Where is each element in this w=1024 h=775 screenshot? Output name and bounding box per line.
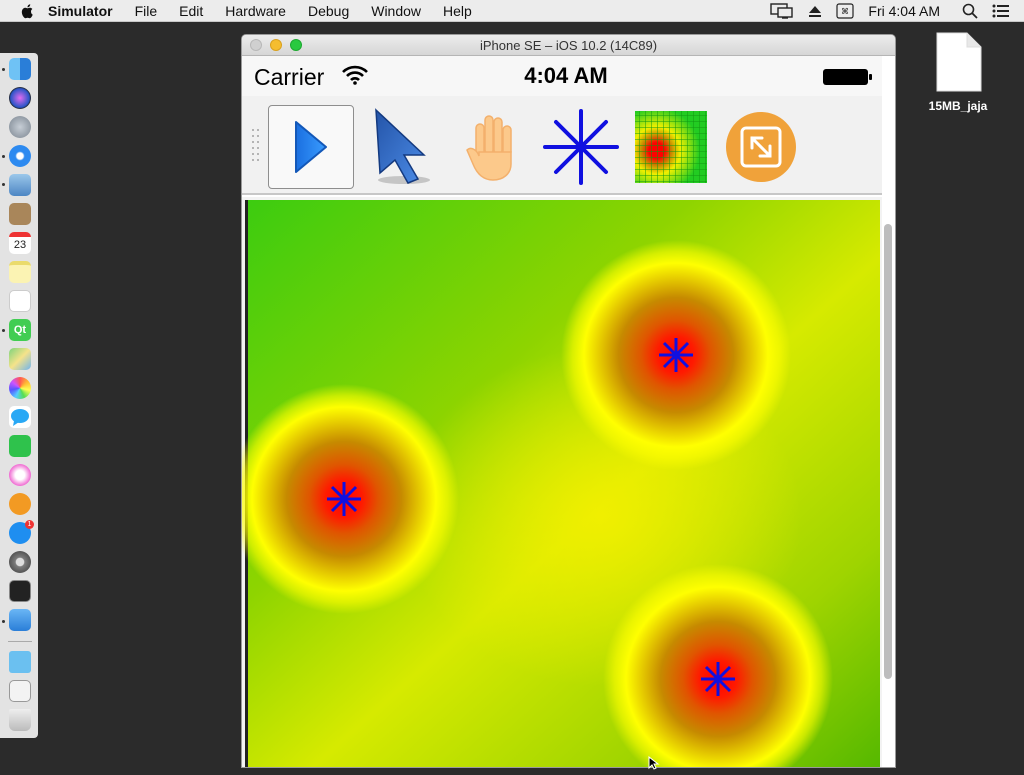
svg-text:⌘: ⌘	[841, 7, 849, 16]
running-indicator	[2, 155, 5, 158]
ios-clock: 4:04 AM	[524, 63, 608, 88]
simulator-window: iPhone SE – iOS 10.2 (14C89) Carrier 4:0…	[241, 34, 896, 768]
safari-icon[interactable]	[9, 145, 31, 167]
dock-separator	[8, 641, 32, 642]
calendar-day: 23	[13, 239, 27, 251]
menu-hardware[interactable]: Hardware	[225, 2, 286, 19]
run-icon	[295, 121, 327, 173]
ibooks-icon[interactable]	[9, 493, 31, 515]
running-indicator	[2, 620, 5, 623]
display-icon[interactable]	[770, 3, 794, 19]
point-marker-icon[interactable]	[327, 482, 361, 516]
menu-bar: Simulator File Edit Hardware Debug Windo…	[0, 0, 1024, 22]
heatmap-icon	[635, 111, 707, 183]
toolbar-grip-icon[interactable]	[251, 128, 261, 167]
window-title: iPhone SE – iOS 10.2 (14C89)	[479, 38, 658, 53]
finder-icon[interactable]	[9, 58, 31, 80]
desktop-file-name: 15MB_jaja	[928, 99, 988, 113]
vertical-scrollbar[interactable]	[884, 224, 892, 679]
menu-window[interactable]: Window	[371, 2, 422, 19]
zoom-button[interactable]	[290, 39, 302, 51]
keyboard-icon[interactable]: ⌘	[836, 3, 855, 19]
point-marker-icon[interactable]	[701, 662, 735, 696]
photos-icon[interactable]	[9, 377, 31, 399]
trash-icon[interactable]	[9, 709, 31, 731]
menu-help[interactable]: Help	[443, 2, 472, 19]
running-indicator	[2, 183, 5, 186]
run-button[interactable]	[268, 105, 354, 189]
add-point-icon	[543, 109, 619, 185]
terminal-icon[interactable]	[9, 580, 31, 602]
select-arrow-icon	[375, 108, 430, 184]
launchpad-icon[interactable]	[9, 116, 31, 138]
apple-menu-icon[interactable]	[20, 3, 36, 19]
app-store-badge: 1	[25, 520, 34, 529]
preview-icon[interactable]	[9, 174, 31, 196]
notification-center-icon[interactable]	[992, 4, 1010, 18]
carrier-label: Carrier	[254, 64, 325, 90]
siri-icon[interactable]	[9, 87, 31, 109]
maps-icon[interactable]	[9, 348, 31, 370]
document-icon	[936, 32, 982, 92]
itunes-icon[interactable]	[9, 464, 31, 486]
heatmap-canvas[interactable]	[242, 197, 882, 768]
menu-debug[interactable]: Debug	[307, 2, 350, 19]
select-tool-button[interactable]	[358, 105, 444, 189]
menu-edit[interactable]: Edit	[179, 2, 204, 19]
close-button[interactable]	[250, 39, 262, 51]
system-preferences-icon[interactable]	[9, 551, 31, 573]
heatmap-view[interactable]	[242, 197, 892, 768]
calendar-icon[interactable]: 23	[9, 232, 31, 254]
dock: 23 Qt 1	[0, 53, 38, 738]
minimize-button[interactable]	[270, 39, 282, 51]
point-marker-icon[interactable]	[659, 338, 693, 372]
menu-clock[interactable]: Fri 4:04 AM	[868, 3, 940, 19]
heatmap-tool-button[interactable]	[628, 105, 714, 189]
facetime-icon[interactable]	[9, 435, 31, 457]
pan-hand-icon	[466, 115, 512, 181]
menu-simulator[interactable]: Simulator	[48, 2, 113, 19]
running-indicator	[2, 329, 5, 332]
reminders-icon[interactable]	[9, 290, 31, 312]
window-title-bar: iPhone SE – iOS 10.2 (14C89)	[242, 35, 895, 56]
messages-icon[interactable]	[9, 406, 31, 428]
qt-creator-icon[interactable]: Qt	[9, 319, 31, 341]
simulator-icon[interactable]	[9, 609, 31, 631]
qt-label: Qt	[13, 324, 27, 336]
fit-view-button[interactable]	[718, 105, 804, 189]
add-point-tool-button[interactable]	[538, 105, 624, 189]
running-indicator	[2, 68, 5, 71]
documents-stack-icon[interactable]	[9, 680, 31, 702]
contacts-icon[interactable]	[9, 203, 31, 225]
eject-icon[interactable]	[808, 4, 822, 18]
desktop-file[interactable]: 15MB_jaja	[922, 32, 994, 113]
ios-status-bar: Carrier 4:04 AM	[242, 56, 882, 96]
heatmap-hotspots	[242, 240, 833, 767]
tool-bar	[242, 96, 882, 195]
notes-icon[interactable]	[9, 261, 31, 283]
fit-view-icon	[726, 112, 796, 182]
pan-tool-button[interactable]	[448, 105, 534, 189]
battery-icon	[822, 68, 874, 91]
menu-file[interactable]: File	[134, 2, 158, 19]
mouse-cursor-icon	[648, 755, 660, 775]
spotlight-search-icon[interactable]	[962, 3, 978, 19]
downloads-folder-icon[interactable]	[9, 651, 31, 673]
wifi-icon	[342, 65, 368, 90]
